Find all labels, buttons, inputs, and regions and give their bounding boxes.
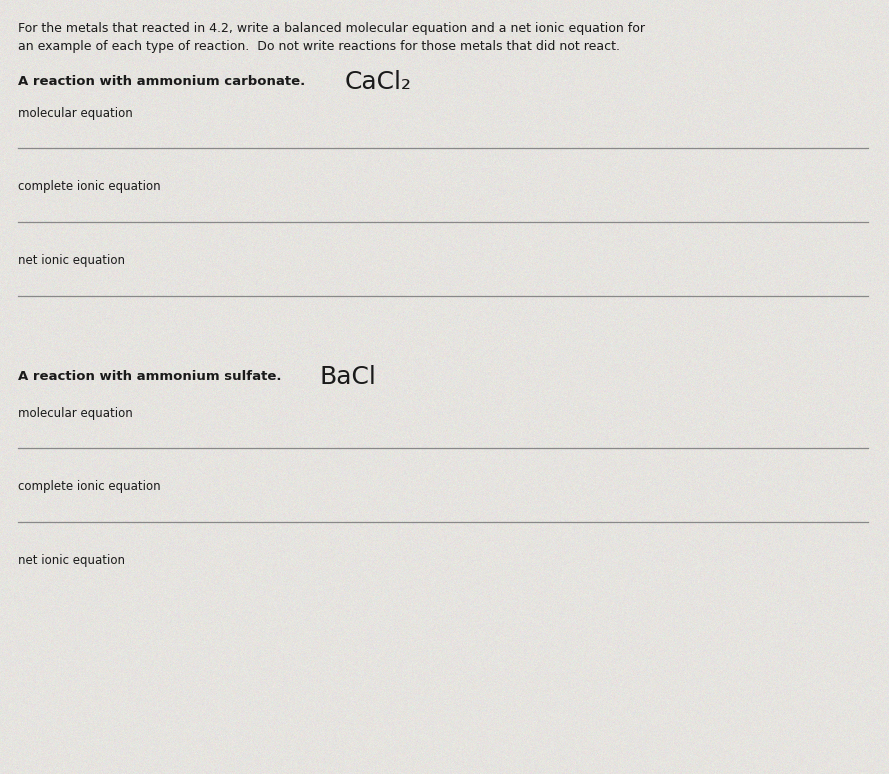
- Text: net ionic equation: net ionic equation: [18, 254, 125, 267]
- Text: BaCl: BaCl: [320, 365, 377, 389]
- Text: complete ionic equation: complete ionic equation: [18, 180, 161, 193]
- Text: complete ionic equation: complete ionic equation: [18, 480, 161, 493]
- Text: molecular equation: molecular equation: [18, 407, 132, 420]
- Text: net ionic equation: net ionic equation: [18, 554, 125, 567]
- Text: an example of each type of reaction.  Do not write reactions for those metals th: an example of each type of reaction. Do …: [18, 40, 620, 53]
- Text: For the metals that reacted in 4.2, write a balanced molecular equation and a ne: For the metals that reacted in 4.2, writ…: [18, 22, 645, 35]
- Text: A reaction with ammonium carbonate.: A reaction with ammonium carbonate.: [18, 75, 305, 88]
- Text: molecular equation: molecular equation: [18, 107, 132, 120]
- Text: A reaction with ammonium sulfate.: A reaction with ammonium sulfate.: [18, 370, 282, 383]
- Text: CaCl₂: CaCl₂: [345, 70, 412, 94]
